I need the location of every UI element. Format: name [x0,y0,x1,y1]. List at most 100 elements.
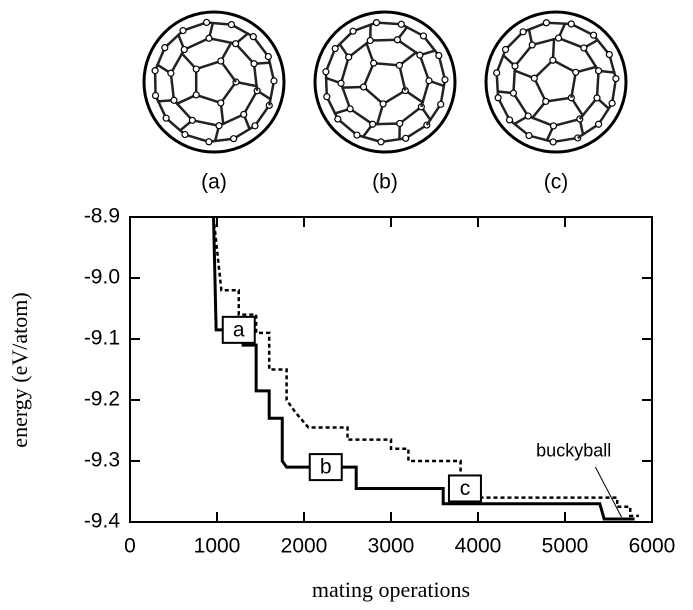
bond [571,72,575,97]
atom [361,84,367,90]
molecule [144,12,284,152]
bond [335,31,353,48]
atom [438,101,444,107]
bond [374,63,400,65]
bond [381,138,406,142]
atom [171,97,177,103]
atom [543,98,549,104]
bond [231,25,253,37]
atom [550,57,556,63]
atom [507,117,513,123]
bond [327,97,338,119]
bond [184,38,209,49]
bond [221,61,236,82]
bond [326,49,335,72]
bond [553,119,579,126]
series-line [214,217,639,516]
bond [441,80,445,105]
molecule [486,12,626,152]
atom [189,117,195,123]
atom [568,21,574,27]
bond [546,23,571,24]
x-tick-label: 4000 [455,535,502,558]
bond [196,95,221,103]
bond [269,81,274,105]
bond [497,50,506,73]
atom [420,33,426,39]
bond [528,116,553,126]
bond [171,73,174,100]
bond [406,125,427,138]
atom [228,22,234,28]
atom [397,120,403,126]
bond [559,38,584,48]
atom [153,93,159,99]
x-tick-label: 3000 [368,535,415,558]
bond [546,98,572,102]
atom [403,135,409,141]
atom [206,35,212,41]
atom [436,53,442,59]
atom [338,80,344,86]
bond [364,87,384,104]
atom [596,121,602,127]
bond [174,100,192,120]
atom [181,47,187,53]
atom [233,41,239,47]
bond [349,41,371,58]
bond [497,73,498,98]
atom [324,94,330,100]
atom [526,133,532,139]
atom [609,100,615,106]
bond [370,40,397,41]
atom [241,111,247,117]
atom [591,32,597,38]
bond [244,91,257,115]
atom [398,21,404,27]
bond [350,109,372,124]
atom [396,62,402,68]
atom [550,139,556,145]
bond [166,118,185,134]
annotation: buckyball [536,441,611,461]
atom [370,121,376,127]
bond [192,120,219,125]
bond [399,65,405,90]
bond [357,135,381,142]
atom [204,19,210,25]
bond [156,96,167,119]
atom [332,46,338,52]
atom [531,75,537,81]
atom [354,132,360,138]
y-tick-label: -9.0 [84,266,120,289]
atom [323,69,329,75]
bond [185,135,209,142]
bond [207,22,232,24]
atom [206,139,212,145]
x-tick-label: 6000 [629,535,676,558]
atom [442,77,448,83]
bond [209,38,236,43]
atom [335,116,341,122]
atom [182,132,188,138]
x-tick-label: 1000 [194,535,241,558]
annotation: c [460,477,471,500]
atom [162,45,168,51]
bond [364,63,374,87]
image-caption: (c) [544,171,569,194]
bond [421,81,429,107]
atom [152,68,158,74]
y-tick-label: -9.1 [84,327,120,350]
bond [341,57,349,83]
annotation: b [320,456,332,479]
atom [180,28,186,34]
bond [221,82,236,103]
atom [510,90,516,96]
x-tick-label: 2000 [281,535,328,558]
page: mating operations energy (eV/atom) (a)(b… [0,0,693,610]
molecule-outline [144,12,284,152]
atom [417,52,423,58]
annotation-pointer [595,467,621,517]
bond [439,56,445,80]
atom [503,47,509,53]
